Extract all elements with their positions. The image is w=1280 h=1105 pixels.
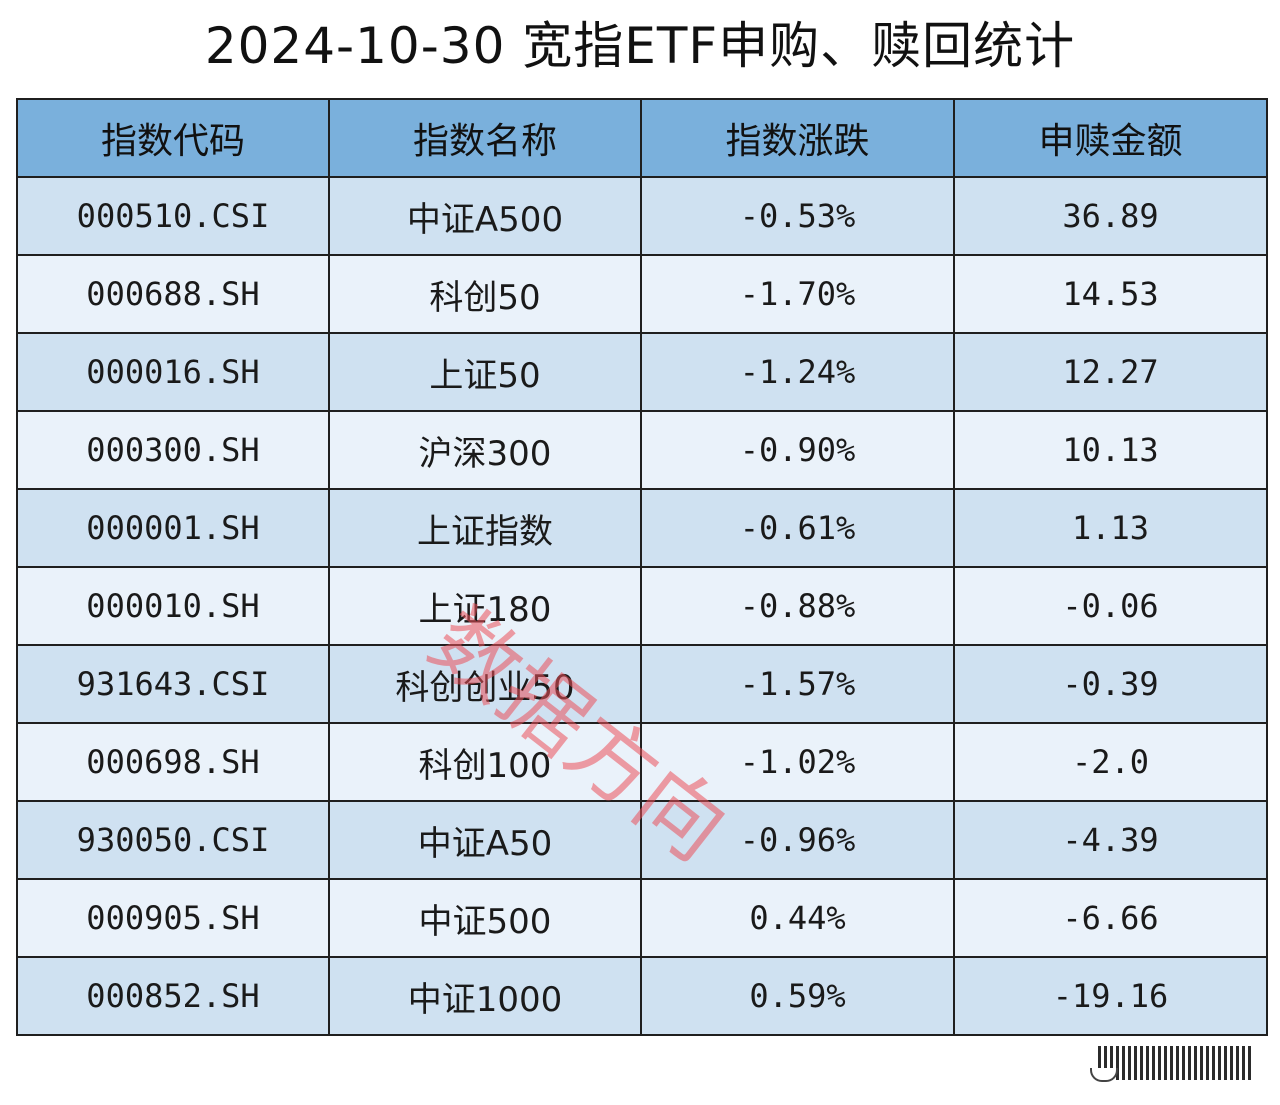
cell-amount: -4.39: [953, 800, 1268, 880]
cell-amount: 1.13: [953, 488, 1268, 568]
cell-amount: 36.89: [953, 176, 1268, 256]
cell-amount: -2.0: [953, 722, 1268, 802]
table-row: 000001.SH 上证指数 -0.61% 1.13: [16, 488, 1268, 568]
cell-index-change: 0.44%: [640, 878, 955, 958]
header-index-change: 指数涨跌: [640, 98, 955, 178]
header-index-code: 指数代码: [16, 98, 330, 178]
table-row: 931643.CSI 科创创业50 -1.57% -0.39: [16, 644, 1268, 724]
cell-index-change: -0.88%: [640, 566, 955, 646]
table-row: 000852.SH 中证1000 0.59% -19.16: [16, 956, 1268, 1036]
header-subscription-amount: 申赎金额: [953, 98, 1268, 178]
cell-index-name: 中证1000: [328, 956, 642, 1036]
cell-index-change: -1.24%: [640, 332, 955, 412]
table-row: 930050.CSI 中证A50 -0.96% -4.39: [16, 800, 1268, 880]
cell-index-change: -1.57%: [640, 644, 955, 724]
cell-index-code: 000510.CSI: [16, 176, 330, 256]
cell-index-code: 000016.SH: [16, 332, 330, 412]
cell-index-change: -0.96%: [640, 800, 955, 880]
table-row: 000905.SH 中证500 0.44% -6.66: [16, 878, 1268, 958]
cell-amount: 12.27: [953, 332, 1268, 412]
cell-amount: 10.13: [953, 410, 1268, 490]
cell-amount: 14.53: [953, 254, 1268, 334]
cell-index-code: 000300.SH: [16, 410, 330, 490]
cell-amount: -0.39: [953, 644, 1268, 724]
cell-index-change: -0.53%: [640, 176, 955, 256]
cell-index-code: 000001.SH: [16, 488, 330, 568]
cell-index-change: -0.90%: [640, 410, 955, 490]
table-header-row: 指数代码 指数名称 指数涨跌 申赎金额: [16, 98, 1268, 178]
etf-stats-table: 指数代码 指数名称 指数涨跌 申赎金额 000510.CSI 中证A500 -0…: [16, 98, 1268, 1036]
corner-mark-icon: [1098, 1046, 1252, 1080]
cell-index-change: -0.61%: [640, 488, 955, 568]
cell-amount: -0.06: [953, 566, 1268, 646]
cell-index-code: 000688.SH: [16, 254, 330, 334]
cell-index-name: 中证A500: [328, 176, 642, 256]
page-title: 2024-10-30 宽指ETF申购、赎回统计: [204, 17, 1076, 75]
cell-index-change: -1.02%: [640, 722, 955, 802]
cell-index-name: 科创100: [328, 722, 642, 802]
table-row: 000016.SH 上证50 -1.24% 12.27: [16, 332, 1268, 412]
cell-index-name: 中证A50: [328, 800, 642, 880]
cell-index-name: 上证50: [328, 332, 642, 412]
cell-index-name: 科创50: [328, 254, 642, 334]
cell-index-name: 上证180: [328, 566, 642, 646]
cell-index-code: 931643.CSI: [16, 644, 330, 724]
table-row: 000510.CSI 中证A500 -0.53% 36.89: [16, 176, 1268, 256]
header-index-name: 指数名称: [328, 98, 642, 178]
table-row: 000300.SH 沪深300 -0.90% 10.13: [16, 410, 1268, 490]
table-row: 000698.SH 科创100 -1.02% -2.0: [16, 722, 1268, 802]
cell-index-code: 930050.CSI: [16, 800, 330, 880]
cell-index-change: -1.70%: [640, 254, 955, 334]
cell-index-name: 科创创业50: [328, 644, 642, 724]
cell-amount: -19.16: [953, 956, 1268, 1036]
cell-index-code: 000905.SH: [16, 878, 330, 958]
table-row: 000010.SH 上证180 -0.88% -0.06: [16, 566, 1268, 646]
cell-index-name: 沪深300: [328, 410, 642, 490]
cell-index-code: 000010.SH: [16, 566, 330, 646]
cell-index-code: 000852.SH: [16, 956, 330, 1036]
cell-index-code: 000698.SH: [16, 722, 330, 802]
cell-index-name: 上证指数: [328, 488, 642, 568]
table-row: 000688.SH 科创50 -1.70% 14.53: [16, 254, 1268, 334]
cell-amount: -6.66: [953, 878, 1268, 958]
cell-index-change: 0.59%: [640, 956, 955, 1036]
cell-index-name: 中证500: [328, 878, 642, 958]
